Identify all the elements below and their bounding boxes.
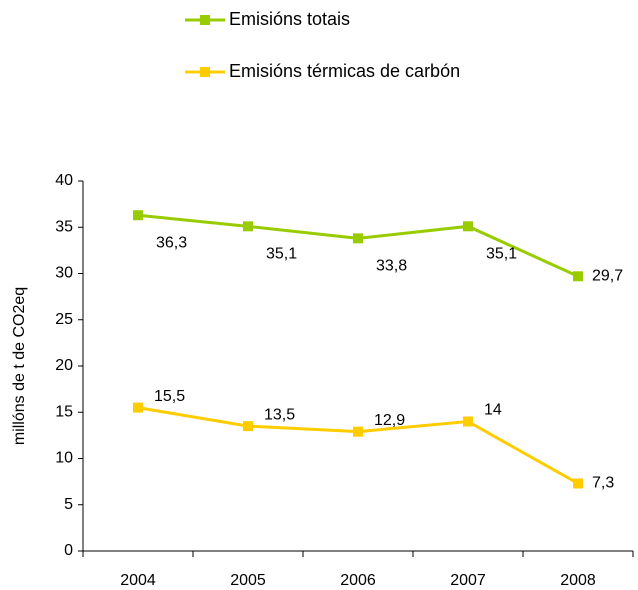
point-marker	[573, 478, 583, 489]
data-label: 36,3	[156, 234, 187, 251]
point-marker	[133, 210, 143, 221]
data-label: 29,7	[592, 267, 623, 284]
y-tick-label: 35	[55, 218, 73, 235]
data-label: 12,9	[374, 412, 405, 429]
y-axis-label: millóns de t de CO2eq	[11, 287, 28, 445]
y-tick-label: 40	[55, 172, 73, 189]
data-label: 35,1	[266, 246, 297, 263]
point-marker	[353, 426, 363, 437]
series-line	[137, 406, 579, 485]
x-tick-label: 2008	[560, 572, 596, 589]
point-marker	[353, 233, 363, 244]
x-tick-label: 2007	[450, 572, 486, 589]
y-tick-label: 15	[55, 403, 73, 420]
data-label: 15,5	[154, 388, 185, 405]
y-tick-label: 5	[64, 496, 73, 513]
legend-label: Emisións totais	[229, 9, 350, 29]
data-label: 35,1	[486, 246, 517, 263]
legend-marker	[200, 67, 210, 77]
point-marker	[463, 416, 473, 427]
legend-marker	[200, 15, 210, 25]
y-tick-label: 10	[55, 450, 73, 467]
point-marker	[133, 402, 143, 413]
point-marker	[463, 221, 473, 232]
point-marker	[243, 221, 253, 232]
data-label: 7,3	[592, 475, 614, 492]
legend-label: Emisións térmicas de carbón	[229, 61, 460, 81]
point-marker	[573, 271, 583, 282]
data-label: 13,5	[264, 406, 295, 423]
x-tick-label: 2006	[340, 572, 376, 589]
data-label: 14	[484, 402, 502, 419]
x-tick-label: 2005	[230, 572, 266, 589]
y-tick-label: 0	[64, 542, 73, 559]
y-tick-label: 25	[55, 311, 73, 328]
y-tick-label: 20	[55, 357, 73, 374]
data-label: 33,8	[376, 258, 407, 275]
y-tick-label: 30	[55, 265, 73, 282]
point-marker	[243, 421, 253, 432]
x-tick-label: 2004	[120, 572, 156, 589]
